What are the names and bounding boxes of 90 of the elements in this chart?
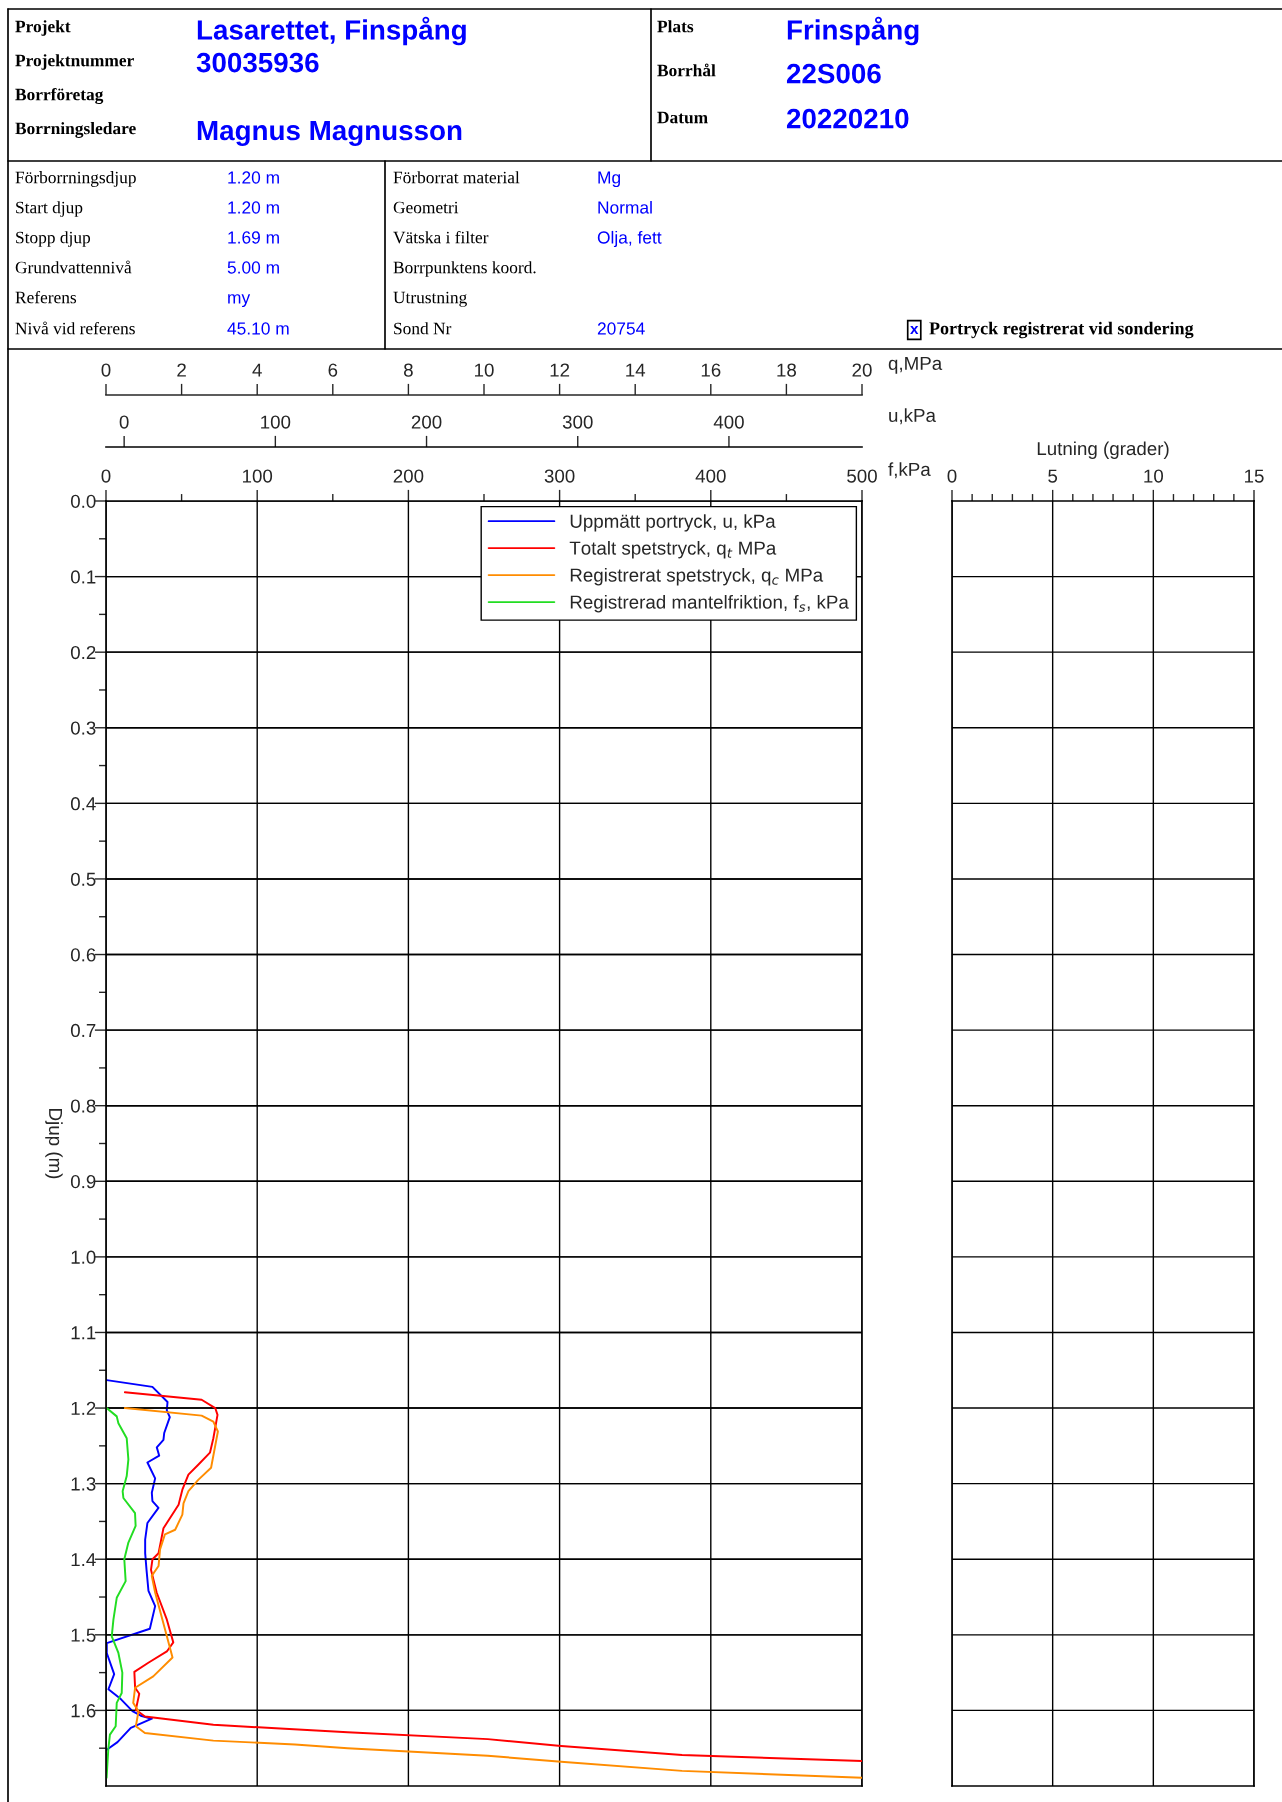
text: Förborrningsdjup: [15, 171, 136, 187]
text: Vätska i filter: [393, 230, 489, 244]
x2-tick-label: 18: [777, 363, 797, 377]
text: Grundvattennivå: [15, 260, 132, 274]
y-tick-label: 0.6: [70, 948, 96, 962]
text: Frinspång: [787, 16, 919, 46]
text: Geometri: [393, 201, 459, 214]
y-axis-title: Djup (m): [45, 1109, 63, 1179]
text: x: [910, 325, 919, 334]
text: Normal: [598, 200, 652, 214]
text: Förborrat material: [393, 171, 520, 184]
x2-tick-label: 4: [252, 363, 262, 377]
legend-label: Uppmätt portryck, u, kPa: [570, 514, 776, 532]
x-axis-title: f,kPa: [888, 462, 931, 479]
text: Utrustning: [393, 291, 467, 307]
x-tick-label: 400: [713, 415, 744, 429]
x-tick-label: 5: [1048, 469, 1058, 483]
text: 30035936: [196, 52, 319, 73]
x-tick-label: 400: [695, 469, 726, 483]
x-tick-label: 0: [101, 469, 111, 483]
x-tick-label: 0: [119, 415, 129, 429]
y-tick-label: 1.6: [71, 1704, 96, 1718]
text: Plats: [657, 20, 694, 33]
legend-label: Totalt spetstryck, q$_{t}$ MPa: [569, 540, 777, 559]
text: Borrpunktens koord.: [393, 261, 536, 277]
text: 20754: [597, 322, 645, 335]
text: 22S006: [786, 63, 881, 84]
text: 1.69 m: [228, 231, 279, 244]
text: Borrföretag: [15, 87, 104, 105]
text: Borrhål: [657, 63, 716, 77]
text: 20220210: [786, 108, 909, 129]
text: 1.20 m: [228, 201, 279, 214]
text: Start djup: [16, 201, 83, 217]
x-tick-label: 500: [847, 469, 877, 483]
x2-tick-label: 8: [404, 363, 413, 377]
x-tick-label: 300: [544, 469, 575, 483]
x2-tick-label: 16: [701, 363, 721, 377]
y-tick-label: 1.3: [71, 1477, 96, 1491]
y-tick-label: 0.3: [70, 721, 96, 735]
text: Magnus Magnusson: [197, 120, 462, 146]
text: Lasarettet, Finspång: [197, 16, 466, 46]
text: Datum: [657, 111, 708, 124]
text: 5.00 m: [227, 261, 279, 274]
legend-label: Registrerad mantelfriktion, f$_{s}$, kPa: [570, 594, 849, 613]
x2-tick-label: 20: [852, 363, 872, 377]
line-series: [106, 1407, 137, 1779]
text: Projekt: [15, 20, 71, 36]
x2-tick-label: 0: [101, 363, 111, 377]
y-tick-label: 0.0: [70, 494, 96, 508]
y-tick-label: 1.1: [71, 1326, 96, 1340]
x-axis-title: Lutning (grader): [1037, 441, 1169, 459]
text: Projektnummer: [15, 54, 134, 70]
legend-label: Registrerat spetstryck, q$_{c}$ MPa: [570, 567, 824, 586]
y-tick-label: 0.9: [70, 1175, 96, 1189]
x2-tick-label: 2: [177, 363, 186, 377]
y-tick-label: 0.4: [70, 797, 96, 811]
x-tick-label: 0: [947, 469, 957, 483]
y-tick-label: 0.7: [70, 1023, 96, 1038]
x2-axis-title: q,MPa: [888, 356, 943, 374]
text: Mg: [598, 171, 620, 188]
y-tick-label: 0.1: [70, 570, 96, 584]
x2-tick-label: 12: [550, 363, 570, 377]
y-tick-label: 1.5: [71, 1628, 96, 1642]
x-tick-label: 10: [1144, 469, 1164, 483]
x2-tick-label: 14: [626, 363, 646, 377]
x-tick-label: 200: [393, 469, 424, 483]
text: Sond Nr: [394, 322, 452, 335]
text: my: [228, 294, 251, 308]
text: 45.10 m: [227, 322, 289, 335]
y-tick-label: 0.2: [70, 645, 96, 660]
x-tick-label: 15: [1245, 469, 1264, 483]
text: Stopp djup: [16, 231, 91, 247]
x2-tick-label: 10: [475, 363, 494, 377]
text: Portryck registrerat vid sondering: [929, 321, 1194, 339]
y-tick-label: 0.8: [70, 1099, 96, 1113]
x-tick-label: 300: [562, 415, 593, 429]
x-tick-label: 100: [261, 415, 291, 429]
y-tick-label: 1.4: [71, 1553, 96, 1567]
y-tick-label: 1.0: [71, 1250, 96, 1264]
x-axis-title: u,kPa: [889, 408, 936, 425]
text: Borrningsledare: [15, 122, 136, 138]
y-tick-label: 1.2: [71, 1401, 96, 1415]
x-tick-label: 100: [242, 469, 273, 483]
text: Referens: [15, 290, 77, 304]
y-tick-label: 0.5: [70, 872, 96, 886]
text: Olja, fett: [597, 230, 662, 248]
x-tick-label: 200: [411, 415, 442, 429]
x2-tick-label: 6: [328, 363, 338, 377]
text: 1.20 m: [228, 171, 279, 184]
text: Nivå vid referens: [15, 321, 135, 335]
